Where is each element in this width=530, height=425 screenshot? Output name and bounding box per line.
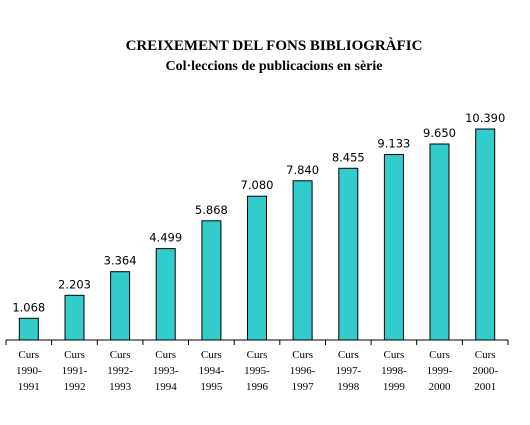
bar (338, 167, 359, 341)
category-label: 1998- (381, 365, 407, 377)
category-label: 1997- (335, 365, 361, 377)
data-label: 3.364 (104, 254, 137, 268)
bar (18, 317, 39, 341)
data-label: 7.080 (241, 178, 274, 192)
category-label: 1994 (155, 381, 178, 393)
category-label: 1995 (200, 381, 223, 393)
category-label: Curs (292, 349, 313, 361)
category-label: 2001 (474, 381, 496, 393)
chart-title: CREIXEMENT DEL FONS BIBLIOGRÀFIC (126, 37, 423, 54)
category-label: 1999 (383, 381, 406, 393)
data-label: 4.499 (149, 231, 182, 245)
category-label: Curs (155, 349, 176, 361)
category-label: 2000 (429, 381, 452, 393)
category-label: 1996 (246, 381, 269, 393)
category-label: Curs (18, 349, 39, 361)
category-label: 2000- (472, 365, 498, 377)
data-label: 10.390 (465, 111, 505, 125)
category-label: 1991 (18, 381, 40, 393)
bar (429, 143, 450, 341)
plot-area: 1.068 Curs 1990- 1991 2.203 Curs 1991- 1992 3.36… (5, 111, 509, 393)
category-label: Curs (247, 349, 268, 361)
bar (155, 248, 176, 341)
category-label: 1991- (62, 365, 88, 377)
bar (201, 220, 222, 341)
category-label: 1993- (153, 365, 179, 377)
data-label: 2.203 (58, 277, 91, 291)
category-label: Curs (64, 349, 85, 361)
bar (247, 195, 267, 341)
data-label: 8.455 (332, 150, 365, 164)
category-label: 1992 (64, 381, 86, 393)
bar (475, 128, 496, 341)
category-label: 1990- (16, 365, 42, 377)
data-label: 9.650 (423, 126, 456, 140)
data-label: 9.133 (377, 137, 410, 151)
data-label: 7.840 (286, 163, 319, 177)
category-label: 1993 (109, 381, 132, 393)
category-label: Curs (201, 349, 222, 361)
category-label: Curs (110, 349, 131, 361)
category-label: 1999- (427, 365, 453, 377)
category-label: 1996- (290, 365, 316, 377)
data-label: 1.068 (12, 300, 45, 314)
category-label: Curs (384, 349, 405, 361)
category-label: 1992- (107, 365, 133, 377)
bar (292, 180, 313, 341)
chart-subtitle: Col·leccions de publicacions en sèrie (166, 59, 383, 74)
category-label: 1995- (244, 365, 270, 377)
category-label: Curs (429, 349, 450, 361)
category-label: 1997 (292, 381, 315, 393)
category-label: 1998 (337, 381, 360, 393)
bar (383, 154, 404, 341)
bar (64, 294, 85, 341)
category-label: 1994- (199, 365, 225, 377)
bar (110, 271, 131, 341)
category-label: Curs (338, 349, 359, 361)
data-label: 5.868 (195, 203, 228, 217)
category-label: Curs (475, 349, 496, 361)
